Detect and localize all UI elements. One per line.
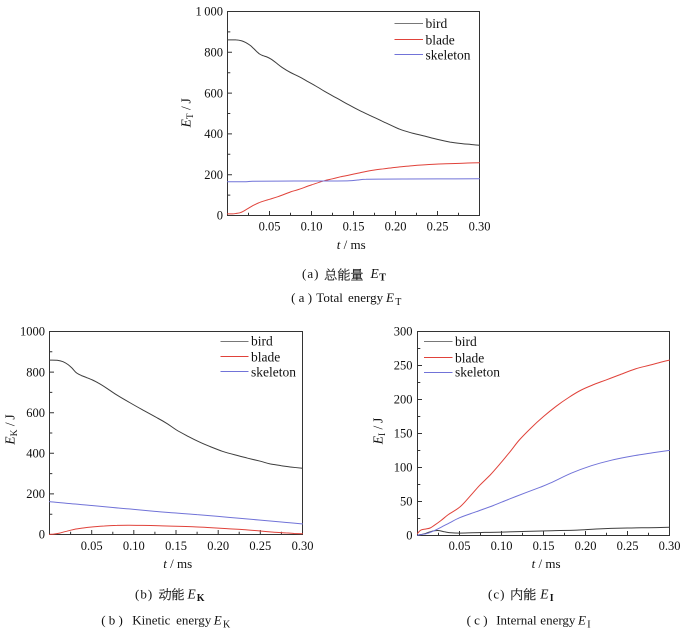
svg-text:150: 150 <box>394 427 413 441</box>
svg-text:0.25: 0.25 <box>249 539 271 553</box>
svg-text:0.30: 0.30 <box>659 539 681 553</box>
svg-text:(b): (b) <box>135 586 153 601</box>
svg-text:K: K <box>223 619 231 630</box>
svg-text:(c): (c) <box>488 586 505 601</box>
svg-text:0: 0 <box>39 528 45 542</box>
svg-text:0: 0 <box>406 529 412 543</box>
svg-text:K: K <box>197 593 205 604</box>
svg-text:EI / J: EI / J <box>371 418 389 446</box>
svg-text:600: 600 <box>204 86 223 100</box>
svg-text:0.25: 0.25 <box>427 219 449 233</box>
svg-text:0.15: 0.15 <box>165 539 187 553</box>
svg-text:(a): (a) <box>302 266 319 281</box>
svg-text:E: E <box>539 586 549 601</box>
svg-text:0.25: 0.25 <box>617 539 639 553</box>
svg-text:1 000: 1 000 <box>195 5 223 19</box>
svg-text:600: 600 <box>26 406 45 420</box>
svg-text:bird: bird <box>455 334 477 349</box>
svg-text:0.05: 0.05 <box>259 219 281 233</box>
svg-text:blade: blade <box>455 351 484 366</box>
svg-text:0.05: 0.05 <box>449 539 471 553</box>
svg-text:E: E <box>187 586 197 601</box>
svg-text:1000: 1000 <box>20 325 45 339</box>
svg-text:0.30: 0.30 <box>469 219 491 233</box>
svg-text:t / ms: t / ms <box>163 556 192 571</box>
svg-text:T: T <box>379 273 386 284</box>
svg-text:skeleton: skeleton <box>426 47 471 62</box>
svg-text:ET / J: ET / J <box>178 98 196 128</box>
svg-text:EK / J: EK / J <box>2 414 20 445</box>
svg-text:skeleton: skeleton <box>251 365 296 380</box>
svg-text:250: 250 <box>394 359 413 373</box>
svg-text:t / ms: t / ms <box>337 237 366 252</box>
svg-text:skeleton: skeleton <box>455 365 500 380</box>
svg-text:0.10: 0.10 <box>301 219 323 233</box>
svg-text:400: 400 <box>204 127 223 141</box>
svg-text:T: T <box>395 297 401 308</box>
svg-text:0.20: 0.20 <box>575 539 597 553</box>
svg-text:0.10: 0.10 <box>491 539 513 553</box>
svg-text:300: 300 <box>394 325 413 339</box>
svg-text:0.05: 0.05 <box>81 539 103 553</box>
svg-text:0: 0 <box>217 209 223 223</box>
svg-text:E: E <box>370 266 380 281</box>
svg-text:0.10: 0.10 <box>123 539 145 553</box>
svg-text:bird: bird <box>426 16 448 31</box>
svg-text:50: 50 <box>400 495 413 509</box>
svg-text:blade: blade <box>426 32 455 47</box>
svg-text:200: 200 <box>26 487 45 501</box>
svg-text:0.20: 0.20 <box>207 539 229 553</box>
svg-text:0.15: 0.15 <box>343 219 365 233</box>
svg-text:100: 100 <box>394 461 413 475</box>
svg-text:blade: blade <box>251 349 280 364</box>
svg-text:200: 200 <box>204 168 223 182</box>
svg-text:800: 800 <box>26 365 45 379</box>
svg-text:t / ms: t / ms <box>532 556 561 571</box>
svg-text:200: 200 <box>394 393 413 407</box>
svg-text:800: 800 <box>204 46 223 60</box>
svg-text:0.20: 0.20 <box>385 219 407 233</box>
svg-text:0.30: 0.30 <box>292 539 314 553</box>
svg-text:400: 400 <box>26 447 45 461</box>
svg-text:I: I <box>550 593 554 604</box>
svg-text:bird: bird <box>251 334 273 349</box>
svg-text:I: I <box>587 619 590 630</box>
svg-text:0.15: 0.15 <box>533 539 555 553</box>
